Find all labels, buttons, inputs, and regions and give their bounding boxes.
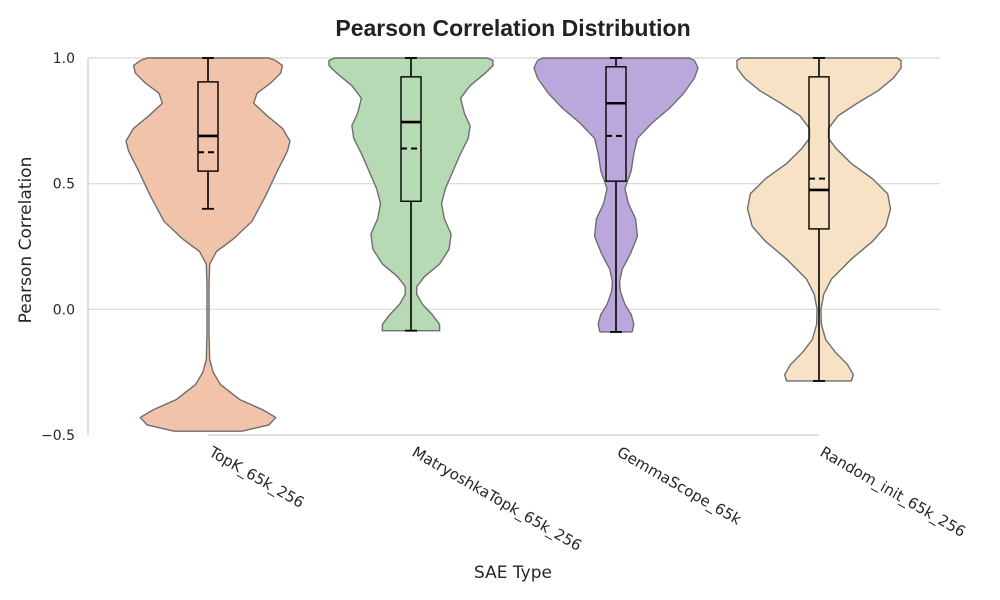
y-tick-label: 0.5	[53, 177, 75, 193]
violins	[125, 57, 902, 432]
iqr-box	[808, 76, 830, 230]
x-tick-label: MatryoshkaTopk_65k_256	[409, 443, 585, 556]
violin-4	[736, 57, 902, 382]
x-tick-label: Random_init_65k_256	[817, 443, 969, 542]
iqr-box	[197, 81, 219, 172]
iqr-box	[605, 66, 627, 182]
iqr-box	[400, 76, 422, 202]
violin-2	[328, 57, 494, 332]
chart-title: Pearson Correlation Distribution	[335, 15, 690, 41]
x-tick-label: GemmaScope_65k	[614, 443, 745, 530]
y-tick-label: −0.5	[41, 428, 75, 444]
x-tick-label: TopK_65k_256	[205, 442, 308, 512]
y-axis-label: Pearson Correlation	[16, 157, 36, 324]
y-tick-label: 1.0	[53, 51, 75, 67]
violin-1	[125, 57, 291, 432]
x-axis-label: SAE Type	[474, 563, 552, 583]
box-plots	[197, 57, 830, 382]
y-tick-label: 0.0	[53, 302, 75, 318]
